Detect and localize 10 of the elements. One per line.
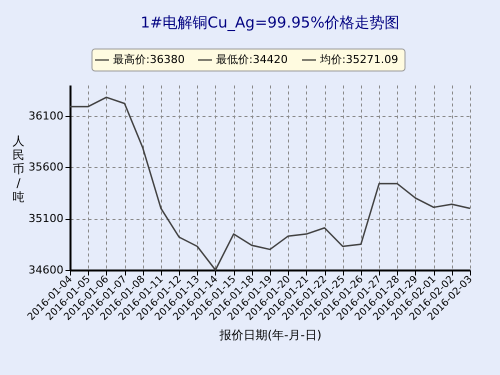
x-axis-title: 报价日期(年-月-日) bbox=[218, 328, 322, 342]
text: 最低价:34420 bbox=[216, 53, 288, 66]
chart-title: 1#电解铜Cu_Ag=99.95%价格走势图 bbox=[140, 14, 400, 32]
y-tick-label: 34600 bbox=[28, 264, 64, 276]
y-axis-title: 人民币/吨 bbox=[12, 134, 24, 204]
text: 均价:35271.09 bbox=[319, 53, 398, 66]
text: 最高价:36380 bbox=[113, 53, 185, 66]
y-tick-label: 35100 bbox=[28, 212, 64, 226]
y-tick-label: 36100 bbox=[28, 109, 64, 122]
y-tick-label: 35600 bbox=[28, 160, 64, 174]
